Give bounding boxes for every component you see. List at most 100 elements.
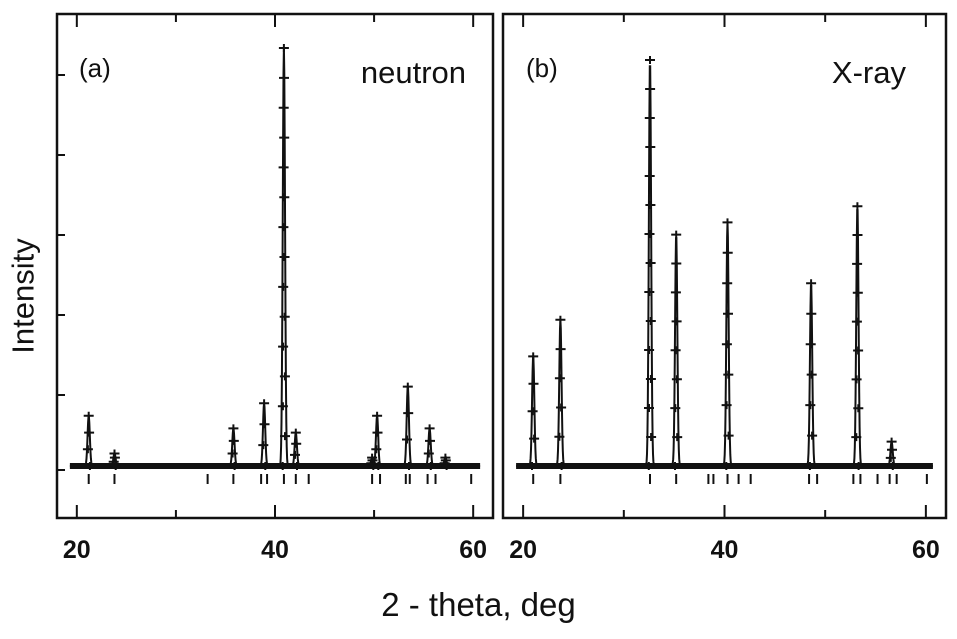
panel-b-title: X-ray — [832, 55, 907, 90]
x-tick-label: 20 — [63, 536, 91, 564]
observed-point — [402, 435, 412, 444]
observed-point — [722, 218, 733, 227]
panel-b-label: (b) — [526, 53, 558, 83]
observed-point — [290, 450, 300, 459]
observed-point — [402, 382, 413, 391]
observed-point — [83, 411, 94, 420]
observed-point — [806, 279, 817, 288]
observed-point — [260, 462, 271, 470]
observed-point — [886, 437, 897, 446]
observed-point — [645, 259, 656, 267]
observed-point — [82, 445, 93, 454]
observed-point — [278, 223, 289, 232]
observed-point — [852, 202, 863, 211]
observed-point — [258, 441, 269, 450]
y-axis-title-text: Intensity — [6, 238, 42, 354]
panel-b-xray: (b) X-ray 20 40 60 — [501, 12, 948, 564]
observed-point — [229, 462, 240, 470]
observed-point — [441, 462, 452, 470]
observed-point — [885, 453, 896, 462]
observed-point — [84, 462, 95, 470]
observed-point — [373, 462, 384, 470]
x-tick-label: 60 — [459, 536, 487, 564]
observed-point — [645, 56, 655, 64]
observed-point — [851, 375, 862, 384]
x-tick-label: 40 — [261, 536, 289, 564]
observed-point — [645, 317, 656, 325]
observed-point — [723, 370, 734, 379]
observed-point — [371, 445, 382, 454]
observed-point — [852, 231, 863, 239]
observed-point — [671, 317, 682, 326]
observed-point — [423, 449, 434, 458]
observed-point — [853, 404, 864, 413]
observed-point — [556, 403, 567, 412]
observed-point — [645, 375, 656, 383]
observed-point — [671, 375, 682, 384]
observed-point — [722, 248, 733, 257]
observed-point — [807, 431, 818, 440]
x-tick-label: 40 — [711, 536, 739, 564]
observed-point — [644, 114, 655, 122]
y-axis-title: Intensity — [2, 196, 46, 396]
observed-point — [279, 312, 290, 321]
observed-point — [554, 374, 565, 383]
observed-point — [670, 462, 680, 470]
observed-point — [644, 172, 655, 180]
x-tick-label: 60 — [912, 536, 940, 564]
observed-point — [671, 230, 682, 239]
observed-point — [290, 428, 301, 437]
observed-point — [424, 424, 435, 433]
observed-point — [723, 309, 733, 318]
x-tick-label: 20 — [509, 536, 537, 564]
observed-point — [851, 317, 862, 326]
observed-point — [279, 253, 290, 261]
observed-point — [372, 411, 383, 420]
observed-point — [645, 201, 656, 209]
panel-a-reflection-markers — [87, 474, 473, 484]
observed-point — [259, 399, 270, 408]
observed-point — [291, 439, 302, 448]
observed-point — [887, 445, 897, 454]
observed-point — [372, 428, 383, 437]
observed-point — [887, 462, 898, 470]
observed-point — [292, 462, 302, 470]
observed-point — [277, 462, 288, 470]
observed-point — [278, 163, 289, 172]
observed-point — [228, 436, 239, 445]
observed-point — [853, 346, 864, 355]
observed-point — [721, 401, 732, 410]
observed-point — [527, 407, 538, 416]
observed-point — [672, 433, 683, 442]
x-axis-title: 2 - theta, deg — [381, 586, 576, 623]
observed-point — [806, 309, 817, 318]
observed-point — [556, 462, 567, 470]
observed-point — [555, 315, 566, 324]
observed-point — [643, 462, 654, 470]
observed-point — [527, 462, 537, 470]
panel-b-reflection-markers — [532, 474, 928, 484]
observed-point — [806, 370, 817, 379]
observed-point — [644, 230, 655, 238]
observed-point — [670, 404, 681, 413]
panel-a-title: neutron — [361, 55, 466, 90]
observed-point — [646, 433, 657, 441]
observed-point — [555, 345, 566, 354]
observed-point — [645, 143, 656, 151]
panel-a-label: (a) — [79, 53, 111, 83]
observed-point — [644, 346, 655, 354]
observed-point — [554, 432, 565, 441]
calculated-profile-line — [69, 47, 481, 467]
observed-point — [84, 428, 95, 437]
observed-point — [852, 288, 863, 297]
observed-point — [228, 424, 239, 433]
observed-baseline-band — [69, 463, 481, 469]
observed-point — [804, 462, 815, 470]
observed-point — [671, 259, 682, 268]
observed-point — [279, 133, 290, 142]
observed-point — [108, 457, 119, 466]
panel-a-neutron: (a) neutron 20 40 60 — [55, 12, 495, 564]
observed-point — [278, 282, 289, 291]
observed-point — [280, 432, 290, 441]
observed-point — [670, 346, 681, 355]
